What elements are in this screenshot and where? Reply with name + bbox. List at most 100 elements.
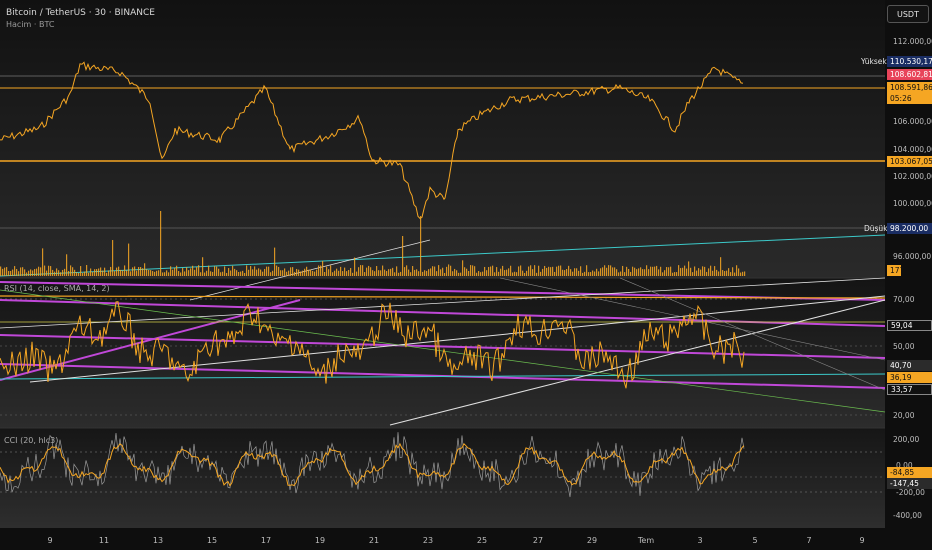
volume-bar: [228, 268, 230, 276]
volume-bar: [664, 270, 666, 276]
volume-bar: [326, 266, 328, 276]
volume-bar: [692, 272, 694, 276]
volume-bar: [584, 271, 586, 276]
volume-bar: [36, 268, 38, 276]
volume-bar: [510, 265, 512, 276]
volume-bar: [672, 272, 674, 276]
volume-bar: [316, 269, 318, 276]
rsi-tag-ma: 33,57: [887, 384, 932, 395]
volume-bar: [256, 269, 258, 276]
price-pane[interactable]: [0, 0, 885, 278]
time-axis-strip[interactable]: [0, 528, 932, 550]
volume-bar: [354, 257, 356, 276]
volume-bar: [394, 272, 396, 276]
volume-bar: [46, 270, 48, 276]
rsi-legend[interactable]: RSI (14, close, SMA, 14, 2): [4, 284, 110, 293]
volume-bar: [86, 265, 88, 276]
time-axis-label: 9: [859, 536, 865, 545]
volume-bar: [530, 265, 532, 276]
volume-bar: [484, 266, 486, 276]
volume-bar: [288, 270, 290, 276]
cci-axis-label: -200,00: [896, 488, 925, 497]
volume-bar: [270, 272, 272, 276]
volume-bar: [120, 269, 122, 276]
volume-bar: [702, 266, 704, 276]
volume-bar: [636, 269, 638, 276]
volume-bar: [438, 265, 440, 276]
volume-bar: [242, 270, 244, 276]
volume-bar: [290, 267, 292, 276]
volume-bar: [416, 269, 418, 276]
volume-bar: [158, 270, 160, 276]
volume-bar: [466, 268, 468, 276]
volume-bar: [6, 267, 8, 276]
cci-legend[interactable]: CCI (20, hlc3): [4, 436, 59, 445]
volume-bar: [384, 269, 386, 276]
volume-bar: [430, 268, 432, 276]
volume-bar: [660, 266, 662, 276]
cci-pane[interactable]: [0, 428, 885, 528]
cci-tag-gray: -147,45: [887, 478, 932, 489]
volume-bar: [458, 272, 460, 276]
volume-bar: [428, 269, 430, 276]
currency-selector[interactable]: USDT: [887, 5, 929, 23]
volume-bar: [618, 272, 620, 276]
volume-bar: [540, 271, 542, 276]
volume-bar: [114, 271, 116, 276]
volume-bar: [352, 272, 354, 276]
volume-bar: [230, 270, 232, 276]
volume-bar: [66, 254, 68, 276]
volume-bar: [482, 271, 484, 276]
volume-bar: [578, 270, 580, 276]
volume-bar: [376, 266, 378, 276]
volume-bar: [654, 266, 656, 276]
volume-bar: [590, 272, 592, 276]
volume-bar: [370, 267, 372, 276]
rsi-cyan-line: [0, 373, 886, 380]
volume-bar: [498, 271, 500, 276]
volume-bar: [650, 266, 652, 276]
volume-bar: [238, 272, 240, 276]
volume-bar: [54, 271, 56, 276]
volume-bar: [254, 266, 256, 276]
volume-bar: [614, 267, 616, 276]
volume-bar: [546, 267, 548, 276]
volume-bar: [714, 266, 716, 276]
volume-bars: [0, 211, 746, 276]
volume-bar: [188, 270, 190, 276]
volume-bar: [640, 267, 642, 276]
volume-bar: [296, 268, 298, 276]
rsi-axis-label: 50,00: [893, 342, 915, 351]
volume-bar: [560, 265, 562, 276]
volume-bar: [96, 269, 98, 276]
volume-bar: [18, 271, 20, 276]
volume-bar: [548, 266, 550, 276]
rsi-tag-orange: 36,19: [887, 372, 932, 383]
volume-bar: [536, 272, 538, 276]
volume-bar: [698, 268, 700, 276]
rsi-tag-gray: 40,70: [887, 360, 932, 371]
resistance-price-tag: 108.591,86: [887, 82, 932, 93]
rsi-white-line-1: [29, 295, 886, 383]
volume-bar: [204, 272, 206, 276]
volume-bar: [716, 269, 718, 276]
volume-bar: [222, 271, 224, 276]
volume-bar: [558, 265, 560, 276]
volume-bar: [652, 266, 654, 276]
volume-bar: [740, 272, 742, 276]
volume-bar: [286, 271, 288, 276]
volume-bar: [236, 270, 238, 276]
volume-bar: [448, 264, 450, 276]
volume-bar: [40, 267, 42, 276]
volume-bar: [708, 268, 710, 276]
volume-bar: [240, 271, 242, 276]
rsi-pane[interactable]: [0, 278, 885, 428]
volume-bar: [108, 270, 110, 276]
volume-bar: [744, 271, 746, 276]
price-axis-label: 102.000,00: [893, 172, 932, 181]
volume-bar: [628, 269, 630, 276]
volume-bar: [140, 267, 142, 276]
volume-bar: [280, 270, 282, 276]
volume-bar: [52, 269, 54, 276]
